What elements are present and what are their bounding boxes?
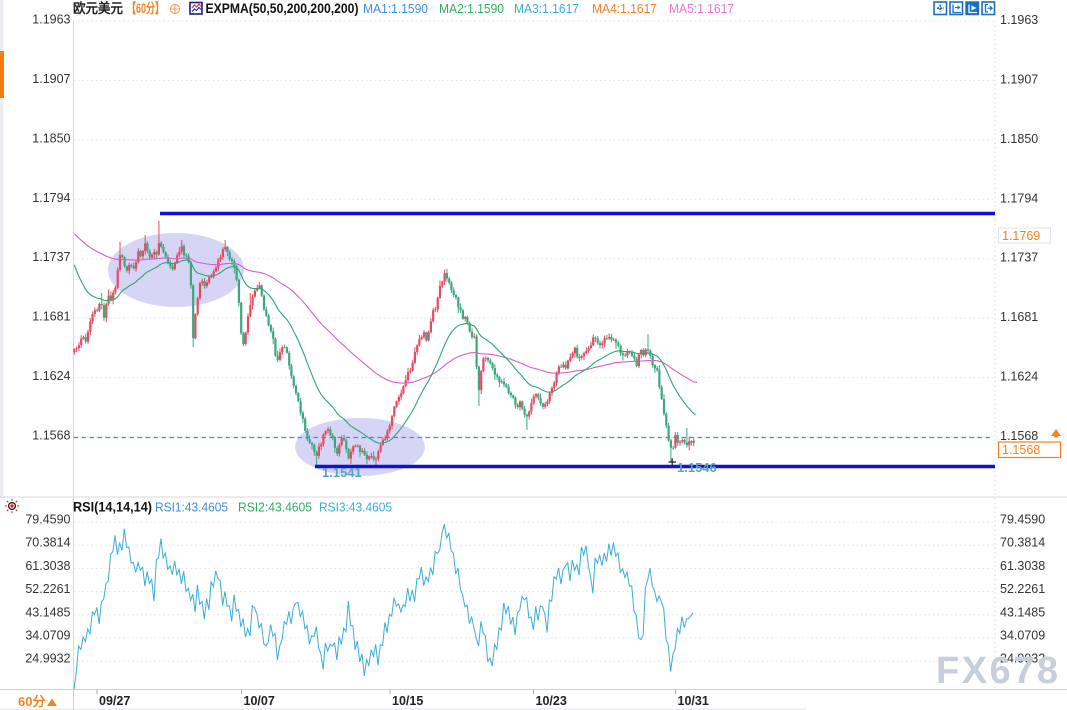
svg-text:79.4590: 79.4590 <box>25 513 70 527</box>
svg-text:10/07: 10/07 <box>244 694 275 708</box>
svg-text:43.1485: 43.1485 <box>1000 605 1045 619</box>
svg-text:70.3814: 70.3814 <box>1000 536 1045 550</box>
svg-text:1.1681: 1.1681 <box>32 310 70 324</box>
svg-text:09/27: 09/27 <box>99 694 130 708</box>
svg-text:1.1568: 1.1568 <box>1002 443 1040 457</box>
svg-text:1.1568: 1.1568 <box>1000 429 1038 443</box>
svg-text:1.1963: 1.1963 <box>32 13 70 27</box>
svg-text:1.1737: 1.1737 <box>1000 251 1038 265</box>
svg-text:60分: 60分 <box>18 694 45 709</box>
svg-text:1.1681: 1.1681 <box>1000 310 1038 324</box>
svg-text:RSI1:43.4605: RSI1:43.4605 <box>155 500 228 515</box>
svg-text:MA5:1.1617: MA5:1.1617 <box>669 1 734 16</box>
svg-text:24.9932: 24.9932 <box>1000 652 1045 666</box>
svg-text:MA4:1.1617: MA4:1.1617 <box>592 1 657 16</box>
svg-text:【60分】: 【60分】 <box>127 1 164 16</box>
svg-text:1.1907: 1.1907 <box>32 72 70 86</box>
svg-text:61.3038: 61.3038 <box>25 559 70 573</box>
svg-text:52.2261: 52.2261 <box>25 582 70 596</box>
svg-text:1.1907: 1.1907 <box>1000 72 1038 86</box>
svg-text:61.3038: 61.3038 <box>1000 559 1045 573</box>
svg-text:EXPMA(50,50,200,200,200): EXPMA(50,50,200,200,200) <box>206 1 359 16</box>
svg-text:34.0709: 34.0709 <box>25 629 70 643</box>
svg-text:1.1624: 1.1624 <box>32 369 70 383</box>
svg-text:MA1:1.1590: MA1:1.1590 <box>363 1 428 16</box>
svg-text:70.3814: 70.3814 <box>25 536 70 550</box>
svg-text:1.1850: 1.1850 <box>32 131 70 145</box>
svg-text:10/15: 10/15 <box>392 694 423 708</box>
svg-text:1.1963: 1.1963 <box>1000 13 1038 27</box>
svg-text:MA3:1.1617: MA3:1.1617 <box>514 1 579 16</box>
svg-text:1.1546: 1.1546 <box>677 460 717 475</box>
svg-text:79.4590: 79.4590 <box>1000 513 1045 527</box>
svg-text:FX678: FX678 <box>936 650 1060 692</box>
svg-text:1.1541: 1.1541 <box>322 465 362 480</box>
svg-text:1.1568: 1.1568 <box>32 429 70 443</box>
svg-text:10/31: 10/31 <box>678 694 709 708</box>
svg-text:1.1769: 1.1769 <box>1002 229 1040 243</box>
svg-text:43.1485: 43.1485 <box>25 605 70 619</box>
svg-text:1.1624: 1.1624 <box>1000 370 1038 384</box>
svg-text:1.1794: 1.1794 <box>1000 191 1038 205</box>
svg-text:34.0709: 34.0709 <box>1000 629 1045 643</box>
svg-text:1.1850: 1.1850 <box>1000 132 1038 146</box>
svg-text:24.9932: 24.9932 <box>25 652 70 666</box>
svg-text:RSI3:43.4605: RSI3:43.4605 <box>319 500 392 515</box>
svg-text:52.2261: 52.2261 <box>1000 582 1045 596</box>
svg-text:RSI2:43.4605: RSI2:43.4605 <box>238 500 312 515</box>
svg-text:RSI(14,14,14): RSI(14,14,14) <box>73 500 152 515</box>
svg-text:10/23: 10/23 <box>536 694 567 708</box>
svg-text:1.1794: 1.1794 <box>32 191 70 205</box>
svg-text:欧元美元: 欧元美元 <box>73 0 123 16</box>
svg-text:1.1737: 1.1737 <box>32 250 70 264</box>
svg-text:MA2:1.1590: MA2:1.1590 <box>439 1 504 16</box>
